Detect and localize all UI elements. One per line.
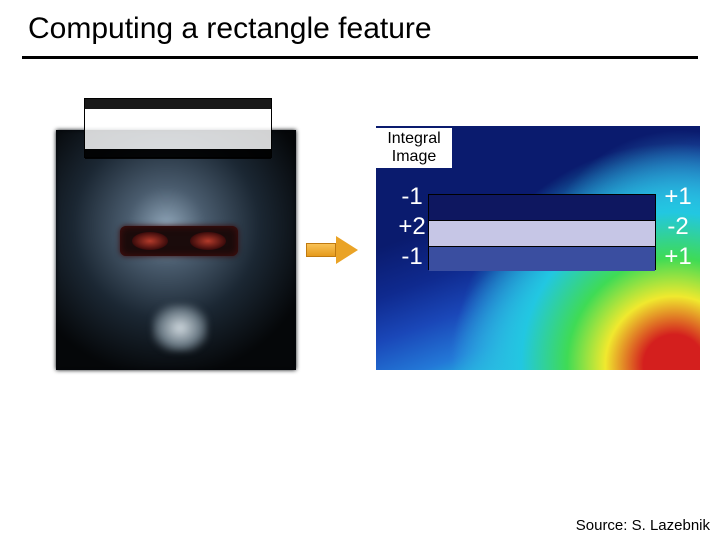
- integral-label-line2: Image: [380, 148, 448, 166]
- slide: { "title": "Computing a rectangle featur…: [0, 0, 720, 540]
- coefficients-right: +1 -2 +1: [660, 182, 696, 272]
- haar-right-divider-2: [429, 246, 655, 247]
- face-highlight: [152, 304, 208, 352]
- title-underline: [22, 56, 698, 59]
- coef-right-1: -2: [660, 212, 696, 242]
- integral-image-label: Integral Image: [376, 128, 452, 168]
- coef-right-0: +1: [660, 182, 696, 212]
- haar-left-stripe-dark-bot: [85, 149, 271, 159]
- sunglasses-shape: [120, 226, 238, 256]
- haar-right-divider-1: [429, 220, 655, 221]
- haar-right-stripe-mid: [429, 220, 655, 246]
- coef-left-1: +2: [394, 212, 430, 242]
- integral-label-line1: Integral: [380, 130, 448, 148]
- coefficients-left: -1 +2 -1: [394, 182, 430, 272]
- haar-feature-left: [84, 98, 272, 158]
- source-credit: Source: S. Lazebnik: [576, 517, 710, 534]
- slide-title: Computing a rectangle feature: [28, 12, 432, 46]
- coef-left-2: -1: [394, 242, 430, 272]
- haar-left-stripe-dark-top: [85, 99, 271, 109]
- haar-left-stripe-light-mid: [85, 109, 271, 149]
- source-image-panel: [56, 130, 296, 370]
- coef-right-2: +1: [660, 242, 696, 272]
- haar-feature-right: [428, 194, 656, 270]
- haar-right-stripe-bot: [429, 246, 655, 271]
- coef-left-0: -1: [394, 182, 430, 212]
- arrow-right-icon: [306, 236, 360, 264]
- haar-right-stripe-top: [429, 195, 655, 220]
